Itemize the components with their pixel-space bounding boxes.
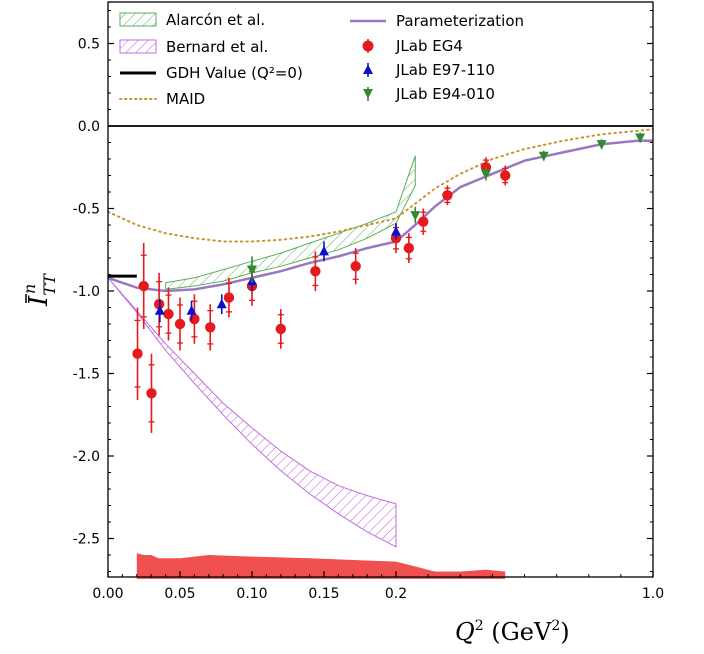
e97-marker-1 — [186, 305, 197, 315]
eg4-point-10 — [275, 309, 286, 349]
legend: Alarcón et al. Bernard et al. GDH Value … — [119, 11, 524, 108]
eg4-marker-2 — [146, 388, 157, 399]
e97-point-5 — [391, 223, 401, 240]
eg4-marker-16 — [442, 190, 453, 201]
legend-label-param: Parameterization — [396, 12, 524, 30]
legend-swatch-bernard — [119, 39, 157, 54]
data-marks — [132, 132, 646, 433]
eg4-marker-11 — [310, 266, 321, 277]
legend-swatch-e94 — [363, 87, 373, 101]
x-tick-label-0: 0.00 — [92, 586, 123, 602]
plot-frame — [107, 1, 654, 578]
y-tick-label-4: -1.5 — [73, 367, 100, 383]
eg4-point-4 — [163, 287, 174, 341]
systematic-error-band — [136, 553, 506, 579]
legend-label-bernard: Bernard et al. — [166, 38, 268, 56]
x-tick-label-5: 1.0 — [642, 586, 664, 602]
eg4-point-5 — [174, 297, 186, 351]
e97-marker-5 — [391, 226, 401, 236]
y-tick-label-5: -2.0 — [73, 449, 100, 465]
parameterization-curve — [107, 139, 653, 293]
y-axis-title: ITTn — [20, 273, 59, 307]
y-tick-label-2: -0.5 — [73, 202, 100, 218]
eg4-point-8 — [223, 277, 235, 318]
e97-marker-0 — [154, 305, 165, 315]
e97-point-1 — [186, 300, 197, 321]
e97-point-0 — [154, 299, 165, 323]
eg4-point-15 — [418, 208, 429, 235]
e94-marker-0 — [247, 265, 257, 276]
e94-marker-3 — [538, 151, 549, 162]
x-tick-label-1: 0.05 — [164, 586, 195, 602]
x-axis-title: Q2 (GeV2) — [455, 618, 570, 646]
eg4-marker-7 — [205, 322, 216, 333]
bernard-band — [107, 277, 397, 548]
eg4-point-11 — [310, 251, 321, 291]
eg4-point-2 — [146, 353, 157, 433]
eg4-point-18 — [500, 165, 511, 186]
alarcon-band — [165, 155, 416, 290]
e97-marker-4 — [319, 245, 329, 256]
y-tick-label-0: 0.5 — [78, 37, 100, 53]
e94-point-3 — [538, 150, 549, 162]
eg4-marker-10 — [275, 323, 286, 335]
eg4-point-14 — [403, 233, 415, 263]
legend-swatch-eg4 — [362, 39, 374, 53]
eg4-marker-4 — [163, 308, 174, 320]
eg4-marker-15 — [418, 216, 429, 227]
eg4-marker-0 — [132, 348, 143, 359]
e94-point-1 — [410, 206, 421, 224]
eg4-point-1 — [138, 243, 149, 329]
eg4-marker-14 — [403, 242, 415, 254]
plot-area — [107, 128, 654, 579]
legend-label-maid: MAID — [166, 90, 205, 108]
y-tick-label-6: -2.5 — [73, 532, 100, 548]
e94-point-4 — [596, 139, 607, 150]
e94-point-0 — [247, 256, 257, 283]
e97-point-4 — [319, 241, 329, 262]
eg4-point-0 — [132, 307, 143, 400]
e94-marker-1 — [410, 211, 421, 221]
e94-marker-2 — [480, 169, 491, 180]
e97-point-2 — [216, 294, 227, 315]
y-tick-label-3: -1.0 — [73, 284, 100, 300]
eg4-marker-12 — [350, 261, 361, 272]
x-tick-label-4: 0.2 — [385, 586, 407, 602]
eg4-marker-18 — [500, 170, 511, 181]
legend-label-alarcon: Alarcón et al. — [166, 11, 265, 29]
y-tick-label-1: 0.0 — [78, 119, 100, 135]
legend-label-eg4: JLab EG4 — [395, 37, 463, 55]
legend-label-e94: JLab E94-010 — [395, 85, 495, 103]
e94-point-2 — [480, 167, 491, 181]
legend-label-e97: JLab E97-110 — [395, 61, 495, 79]
eg4-point-12 — [350, 248, 361, 285]
maid-curve — [107, 128, 654, 243]
eg4-marker-1 — [138, 280, 149, 292]
legend-swatch-alarcon — [119, 12, 157, 27]
legend-swatch-e97 — [363, 63, 373, 77]
x-tick-label-3: 0.15 — [308, 586, 339, 602]
svg-text:Q2 (GeV2): Q2 (GeV2) — [455, 618, 570, 646]
e94-marker-5 — [635, 133, 646, 144]
eg4-point-16 — [442, 185, 453, 206]
eg4-marker-5 — [174, 318, 186, 330]
x-tick-label-2: 0.10 — [236, 586, 267, 602]
eg4-marker-8 — [223, 292, 235, 303]
legend-label-gdh: GDH Value (Q²=0) — [166, 64, 303, 82]
e97-marker-2 — [216, 298, 227, 309]
eg4-point-7 — [205, 304, 216, 351]
e94-point-5 — [635, 132, 646, 144]
axis-ticks: 0.5 0.0 -0.5 -1.0 -1.5 -2.0 -2.5 0.00 0.05 0.10 0.… — [73, 10, 664, 602]
e94-marker-4 — [596, 140, 607, 150]
